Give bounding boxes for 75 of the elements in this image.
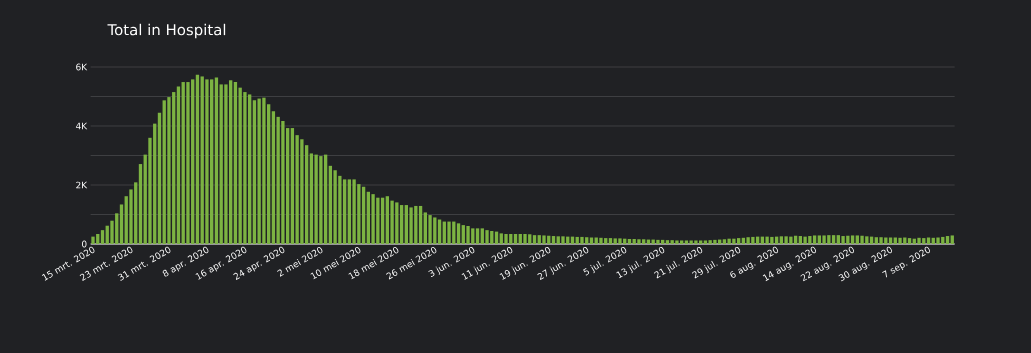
bar bbox=[418, 205, 423, 244]
bar bbox=[831, 235, 836, 244]
bar bbox=[485, 230, 489, 244]
bar bbox=[91, 236, 95, 244]
bar bbox=[907, 238, 912, 244]
bar bbox=[898, 237, 902, 244]
bar bbox=[561, 236, 565, 244]
bar bbox=[850, 235, 855, 244]
bar bbox=[233, 82, 238, 244]
bar bbox=[456, 223, 461, 244]
bar bbox=[513, 233, 518, 244]
bar bbox=[917, 237, 921, 244]
bar bbox=[186, 82, 190, 244]
bar bbox=[323, 154, 328, 244]
bar bbox=[936, 237, 940, 244]
bar bbox=[195, 74, 200, 244]
bar bbox=[466, 226, 470, 244]
bar bbox=[428, 215, 432, 244]
bar bbox=[656, 239, 660, 244]
bar bbox=[945, 236, 950, 244]
bar bbox=[157, 112, 162, 244]
bar bbox=[138, 164, 143, 244]
bar bbox=[841, 236, 845, 244]
bar bbox=[879, 237, 883, 244]
bar bbox=[694, 240, 698, 244]
y-tick-label: 2K bbox=[76, 181, 88, 189]
bar bbox=[475, 228, 480, 244]
bar bbox=[580, 236, 584, 244]
bar bbox=[205, 79, 209, 244]
bar bbox=[637, 239, 641, 244]
y-tick-label: 0 bbox=[82, 240, 87, 248]
bar bbox=[599, 237, 603, 244]
bar bbox=[860, 235, 864, 244]
bar bbox=[722, 239, 727, 244]
bar bbox=[176, 86, 181, 244]
y-tick-label: 6K bbox=[76, 63, 88, 71]
bar bbox=[290, 128, 295, 244]
bar bbox=[703, 240, 708, 244]
bar bbox=[542, 235, 546, 244]
bar bbox=[812, 235, 817, 244]
bar bbox=[665, 240, 670, 244]
bar bbox=[347, 179, 352, 244]
bar bbox=[779, 236, 784, 244]
bar bbox=[271, 111, 276, 244]
bar bbox=[817, 235, 822, 244]
bar bbox=[950, 235, 954, 244]
bar bbox=[684, 240, 689, 244]
bar bbox=[252, 100, 257, 244]
bar bbox=[243, 92, 247, 244]
bar bbox=[399, 205, 404, 244]
chart-title: Total in Hospital bbox=[107, 23, 226, 39]
bar bbox=[736, 238, 741, 244]
bar bbox=[100, 230, 105, 244]
y-tick-label: 4K bbox=[75, 122, 88, 130]
bar bbox=[309, 153, 314, 244]
bar bbox=[390, 200, 394, 244]
bar bbox=[608, 238, 613, 244]
bar bbox=[409, 207, 413, 244]
bar bbox=[342, 179, 347, 244]
bar bbox=[618, 238, 622, 244]
bar bbox=[214, 77, 219, 244]
bar bbox=[523, 233, 527, 244]
bar bbox=[224, 84, 228, 244]
bar bbox=[361, 186, 366, 244]
bar bbox=[822, 235, 826, 244]
bar bbox=[551, 236, 556, 244]
bar bbox=[675, 240, 679, 244]
bar bbox=[798, 236, 803, 244]
bar bbox=[328, 165, 333, 244]
bar bbox=[532, 235, 537, 244]
bar bbox=[504, 233, 508, 244]
bar bbox=[119, 204, 124, 244]
bar bbox=[447, 221, 451, 244]
bar bbox=[380, 197, 385, 244]
bar bbox=[366, 191, 371, 244]
